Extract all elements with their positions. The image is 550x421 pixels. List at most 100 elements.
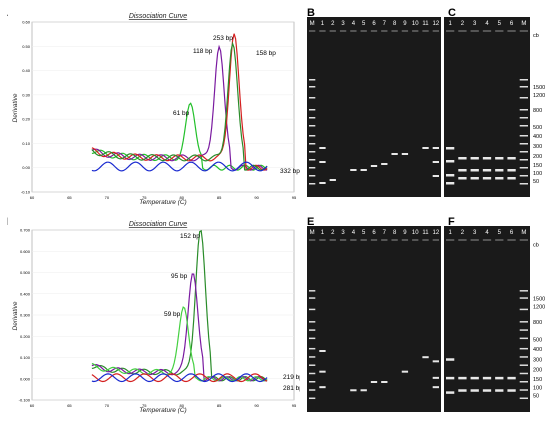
gel-well: [432, 30, 439, 32]
lane-label: 12: [433, 21, 440, 27]
gel-well: [381, 30, 388, 32]
ladder-band: [519, 143, 528, 145]
gel-well: [495, 239, 504, 241]
x-tick-label: 70: [105, 195, 110, 200]
lane-label: 1: [448, 230, 452, 236]
dna-band: [319, 386, 326, 389]
ladder-band: [519, 125, 528, 127]
dna-band: [507, 169, 516, 172]
gel-well: [381, 239, 388, 241]
lane-label: 3: [473, 230, 477, 236]
x-tick-label: 60: [30, 403, 35, 408]
peak-annotation: 332 bp: [280, 168, 300, 175]
gel-well: [319, 30, 326, 32]
gel-well: [507, 30, 516, 32]
dna-band: [370, 165, 378, 167]
ladder-band: [309, 135, 316, 137]
series-curve: [91, 373, 268, 383]
lane-label: 4: [352, 21, 356, 27]
gel-well: [370, 239, 378, 241]
gel-well: [432, 239, 439, 241]
dna-band: [319, 370, 326, 373]
dna-band: [470, 169, 479, 172]
ladder-band: [309, 389, 316, 391]
lane-label: 6: [510, 21, 514, 27]
lane-label: 2: [461, 230, 465, 236]
lane-label: 7: [383, 21, 387, 27]
dna-band: [319, 147, 326, 149]
dna-band: [446, 160, 455, 163]
y-tick-label: 0.50: [22, 44, 31, 49]
x-tick-label: 85: [217, 403, 222, 408]
lane-label: 5: [362, 230, 366, 236]
peak-annotation: 152 bp: [180, 233, 200, 240]
ladder-size-label: 1200: [533, 93, 545, 99]
dna-band: [432, 161, 439, 163]
panel-label-c: C: [448, 7, 456, 19]
dna-band: [470, 389, 479, 392]
ladder-size-label: 500: [533, 125, 542, 131]
ladder-band: [309, 86, 316, 88]
lane-label: 6: [372, 21, 376, 27]
series-curve: [91, 373, 268, 383]
panel-label-b: B: [307, 7, 315, 19]
ladder-band: [519, 337, 528, 340]
gel-well: [350, 30, 357, 32]
ladder-band: [309, 175, 316, 177]
lane-label: M: [310, 21, 315, 27]
dna-band: [495, 177, 504, 180]
ladder-band: [519, 381, 528, 383]
x-tick-label: 75: [142, 403, 147, 408]
dna-band: [391, 153, 398, 155]
ladder-band: [519, 321, 528, 323]
ladder-band: [519, 347, 528, 350]
gel-well: [391, 239, 398, 241]
ladder-band: [519, 364, 528, 366]
gel-well: [482, 30, 492, 32]
ladder-size-label: 100: [533, 385, 542, 391]
gel-c: [444, 17, 530, 197]
x-tick-label: 60: [30, 195, 35, 200]
y-tick-label: 0.300: [20, 313, 31, 318]
x-tick-label: 70: [105, 403, 110, 408]
peak-annotation: 118 bp: [193, 48, 213, 55]
gel-well: [470, 30, 479, 32]
gel-well: [360, 30, 367, 32]
ladder-band: [519, 86, 528, 88]
ladder-size-label: 1200: [533, 305, 545, 311]
lane-label: 1: [321, 21, 325, 27]
ladder-band: [309, 183, 316, 185]
peak-annotation: 158 bp: [256, 50, 276, 57]
gel-well: [401, 30, 409, 32]
ladder-band: [519, 151, 528, 153]
ladder-band: [309, 151, 316, 153]
lane-label: 2: [461, 21, 465, 27]
gel-well: [519, 30, 528, 32]
gel-well: [495, 30, 504, 32]
lane-label: 9: [403, 230, 407, 236]
x-tick-label: 95: [292, 403, 297, 408]
y-tick-label: 0.30: [22, 92, 31, 97]
dna-band: [422, 147, 429, 149]
gel-well: [422, 30, 429, 32]
ladder-band: [309, 109, 316, 111]
ladder-size-label: 1500: [533, 296, 545, 302]
lane-label: M: [310, 230, 315, 236]
y-tick-label: 0.000: [20, 376, 31, 381]
gel-well: [319, 239, 326, 241]
lane-label: 3: [341, 230, 345, 236]
gel-well: [422, 239, 429, 241]
dna-band: [458, 157, 467, 160]
ladder-size-label: 500: [533, 338, 542, 344]
lane-label: 12: [433, 230, 440, 236]
ladder-band: [519, 397, 528, 400]
lane-label: 1: [321, 230, 325, 236]
ladder-size-label: cb: [533, 243, 539, 249]
lane-label: 4: [485, 21, 489, 27]
x-axis-label: Temperature (C): [139, 407, 186, 414]
gel-well: [458, 239, 467, 241]
gel-well: [360, 239, 367, 241]
dna-band: [401, 370, 409, 373]
x-axis-label: Temperature (C): [139, 199, 186, 206]
ladder-band: [519, 175, 528, 177]
